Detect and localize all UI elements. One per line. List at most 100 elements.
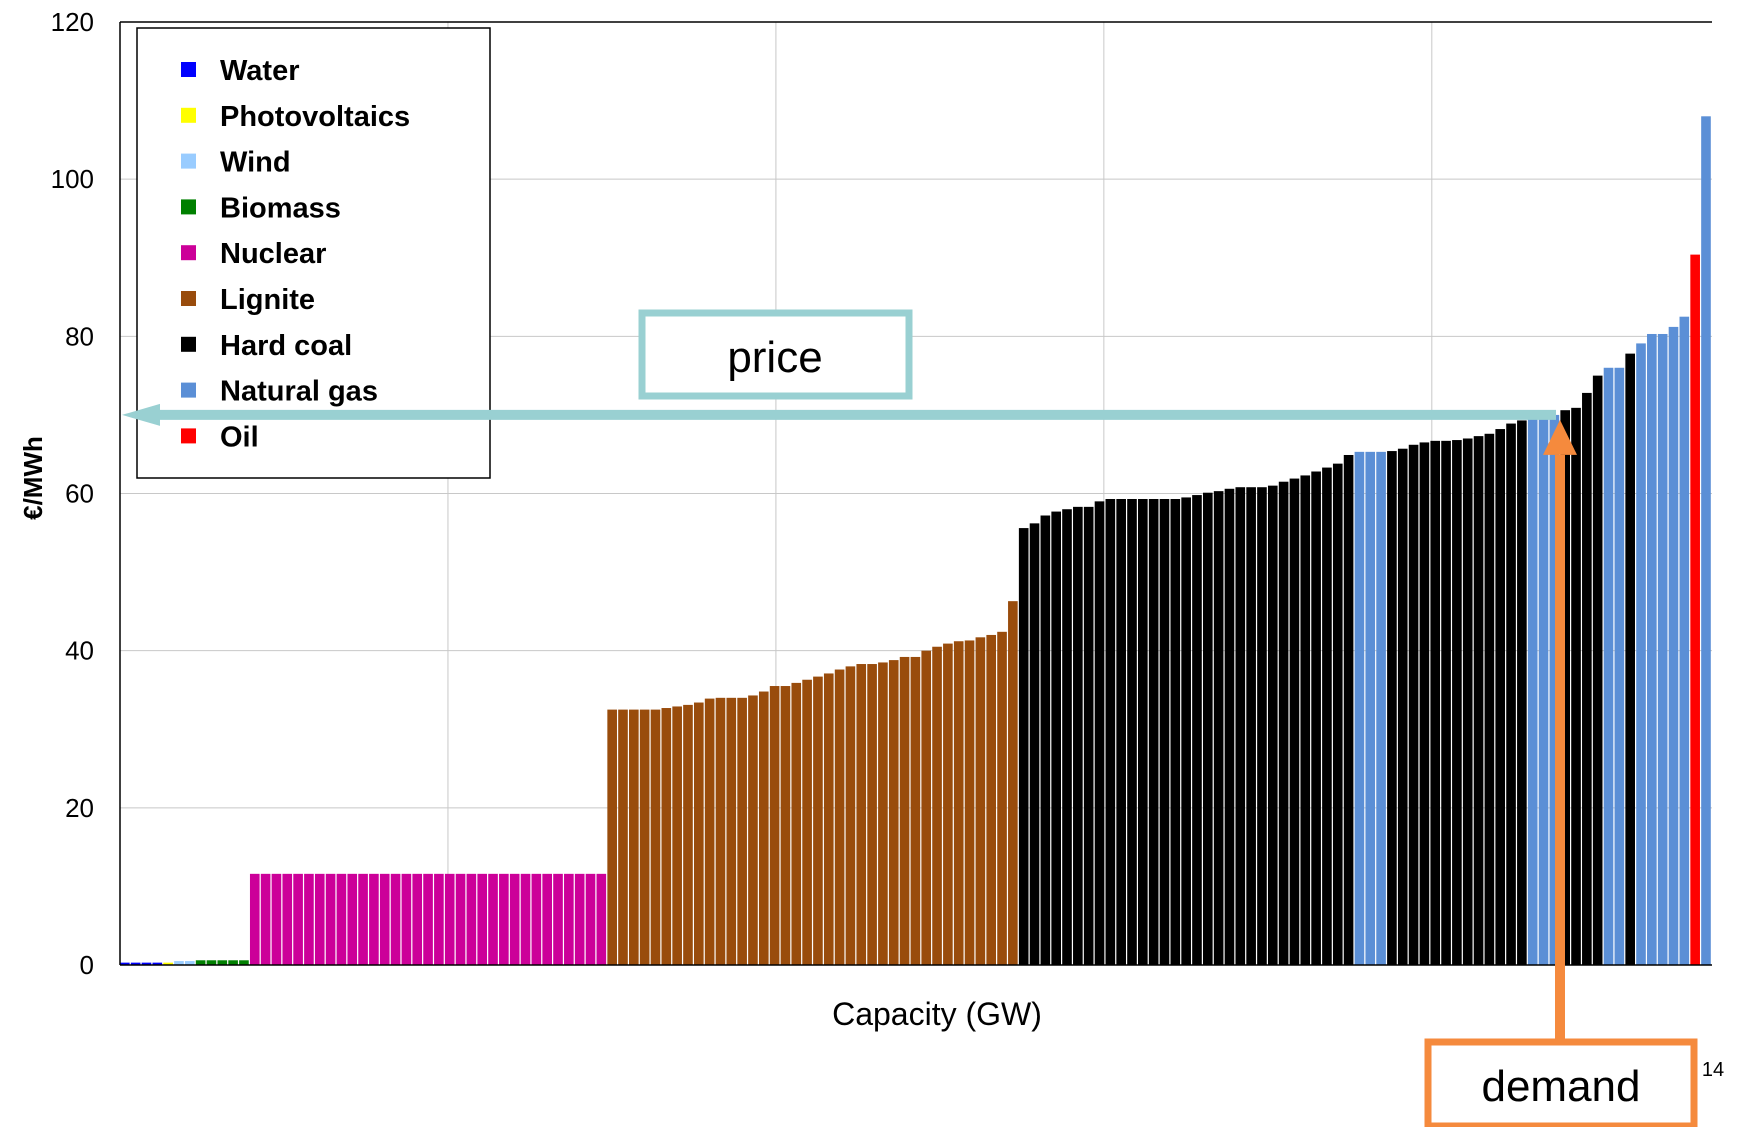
bar-nuclear [336, 873, 347, 965]
demand-arrowhead [1543, 419, 1577, 455]
bar-hard-coal [1289, 478, 1300, 965]
bar-hard-coal [1408, 444, 1419, 965]
y-tick-label: 20 [65, 793, 94, 823]
bar-hard-coal [1181, 497, 1191, 965]
bar-nuclear [585, 873, 596, 965]
bar-lignite [639, 709, 650, 965]
bar-nuclear [249, 873, 260, 965]
bar-lignite [975, 637, 986, 965]
bar-biomass [217, 960, 228, 965]
bar-nuclear [412, 873, 423, 965]
bar-lignite [813, 676, 823, 965]
bar-nuclear [293, 873, 303, 965]
bar-hard-coal [1452, 440, 1462, 965]
bar-nuclear [531, 873, 542, 965]
bar-natural-gas [1657, 333, 1668, 966]
bar-nuclear [542, 873, 552, 965]
bar-lignite [737, 697, 747, 965]
bar-lignite [856, 664, 867, 965]
bar-biomass [195, 960, 206, 965]
y-tick-label: 80 [65, 321, 94, 351]
bar-nuclear [260, 873, 271, 965]
bar-hard-coal [1094, 501, 1105, 965]
legend-label: Hard coal [220, 330, 352, 362]
bar-lignite [997, 631, 1007, 965]
bar-hard-coal [1192, 495, 1202, 965]
bar-lignite [964, 640, 975, 965]
page-number: 14 [1702, 1059, 1724, 1081]
bar-natural-gas [1614, 367, 1625, 965]
price-annotation: price [122, 309, 1556, 426]
bar-natural-gas [1365, 451, 1376, 966]
bar-lignite [715, 697, 726, 965]
bar-lignite [748, 695, 758, 965]
bar-lignite [899, 656, 910, 965]
bar-hard-coal [1138, 499, 1148, 965]
bar-hard-coal [1582, 392, 1592, 965]
y-tick-labels: 0 20 40 60 80 100 120 [51, 7, 94, 980]
price-arrowhead [122, 403, 160, 426]
bar-hard-coal [1387, 451, 1397, 965]
bar-lignite [629, 709, 639, 965]
bar-hard-coal [1571, 407, 1581, 966]
bar-nuclear [347, 873, 358, 965]
bar-photovoltaics [163, 962, 173, 965]
bar-hard-coal [1040, 515, 1051, 965]
demand-label: demand [1481, 1062, 1640, 1111]
legend-swatch [181, 428, 196, 444]
legend-label: Natural gas [220, 376, 378, 408]
price-box [638, 309, 913, 400]
bar-lignite [693, 702, 704, 965]
bar-nuclear [401, 873, 412, 965]
legend: Water Photovoltaics Wind Biomass Nuclear Lign… [136, 27, 491, 479]
bar-hard-coal [1473, 436, 1484, 965]
bar-hard-coal [1105, 499, 1116, 965]
bar-hard-coal [1495, 429, 1506, 965]
bar-hard-coal [1506, 423, 1516, 965]
bar-lignite [683, 704, 693, 965]
bar-lignite [845, 666, 856, 965]
bar-nuclear [499, 873, 509, 965]
bar-hard-coal [1484, 433, 1495, 965]
bar-nuclear [477, 873, 488, 965]
bar-hard-coal [1235, 487, 1246, 965]
legend-swatch [181, 336, 196, 352]
bar-lignite [769, 686, 780, 965]
bar-lignite [704, 698, 715, 965]
bar-hard-coal [1051, 511, 1061, 965]
legend-label: Photovoltaics [220, 101, 410, 133]
bar-hard-coal [1419, 442, 1430, 965]
bar-natural-gas [1354, 451, 1365, 966]
y-axis-label: €/MWh [18, 436, 48, 520]
bar-lignite [953, 641, 964, 965]
bar-lignite [618, 709, 628, 965]
bar-nuclear [553, 873, 563, 965]
bar-lignite [867, 664, 877, 965]
bar-lignite [910, 656, 921, 965]
bar-lignite [672, 706, 682, 965]
bar-lignite [802, 679, 812, 965]
bar-wind [174, 961, 184, 965]
bar-lignite [943, 643, 953, 965]
bar-nuclear [325, 873, 336, 965]
legend-label: Oil [220, 421, 259, 453]
bar-nuclear [314, 873, 325, 965]
bar-water [152, 962, 163, 965]
bar-nuclear [564, 873, 574, 965]
bar-lignite [607, 709, 617, 965]
legend-label: Lignite [220, 284, 315, 316]
axes [119, 21, 1712, 966]
bar-hard-coal [1018, 528, 1029, 965]
bar-hard-coal [1332, 463, 1343, 965]
bar-hard-coal [1202, 492, 1213, 965]
bar-lignite [823, 673, 834, 965]
price-label: price [727, 333, 822, 382]
bar-water [130, 962, 141, 965]
bar-natural-gas [1376, 451, 1386, 966]
bar-hard-coal [1560, 410, 1571, 965]
bar-natural-gas [1549, 414, 1560, 965]
bar-hard-coal [1148, 499, 1159, 965]
bar-lignite [1008, 601, 1018, 965]
bar-natural-gas [1647, 333, 1657, 966]
